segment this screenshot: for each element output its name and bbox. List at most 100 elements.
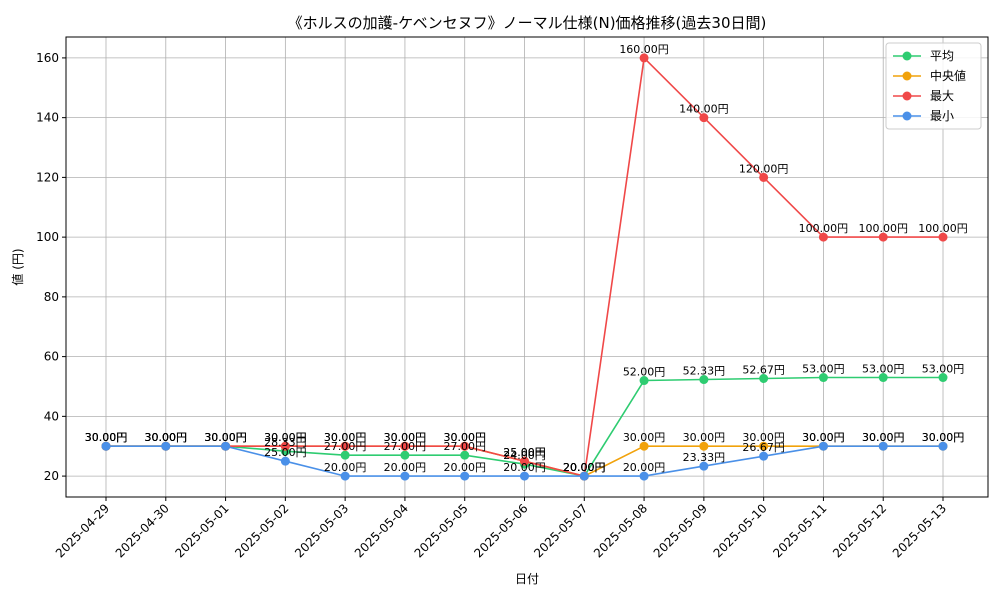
data-label: 27.00円: [443, 440, 486, 453]
x-tick-label: 2025-05-07: [531, 501, 590, 560]
data-label: 23.33円: [683, 451, 726, 464]
data-point: [400, 471, 410, 481]
data-label: 30.00円: [264, 431, 307, 444]
x-tick-label: 2025-05-08: [591, 501, 650, 560]
data-label: 30.00円: [384, 431, 427, 444]
x-axis: 2025-04-29 2025-04-30 2025-05-01 2025-05-02…: [53, 497, 949, 560]
data-point: [639, 53, 649, 63]
data-label: 30.00円: [145, 431, 188, 444]
data-label: 25.00円: [503, 446, 546, 459]
data-point: [280, 456, 290, 466]
x-tick-label: 2025-05-03: [292, 501, 351, 560]
data-label: 100.00円: [799, 222, 849, 235]
data-label: 28.33円: [264, 436, 307, 449]
y-tick-label: 60: [44, 350, 59, 364]
x-axis-label: 日付: [515, 572, 539, 586]
legend-entry: 平均: [930, 49, 954, 63]
data-label: 30.00円: [145, 431, 188, 444]
data-point: [699, 375, 709, 385]
data-point: [938, 232, 948, 242]
data-label: 20.00円: [563, 461, 606, 474]
x-tick-label: 2025-05-02: [232, 501, 291, 560]
data-label: 25.00円: [503, 446, 546, 459]
data-point: [699, 113, 709, 123]
data-point: [759, 451, 769, 461]
data-point: [818, 441, 828, 451]
x-tick-label: 2025-04-29: [53, 501, 112, 560]
data-label: 100.00円: [858, 222, 908, 235]
data-point: [280, 441, 290, 451]
data-label: 52.67円: [742, 364, 785, 377]
data-label: 140.00円: [679, 103, 729, 116]
data-label: 30.00円: [145, 431, 188, 444]
legend-marker: [902, 71, 912, 81]
data-point: [520, 471, 530, 481]
y-tick-label: 80: [44, 290, 59, 304]
data-label: 20.00円: [563, 461, 606, 474]
x-tick-label: 2025-05-06: [471, 501, 530, 560]
x-tick-label: 2025-05-04: [352, 501, 411, 560]
data-point: [221, 441, 231, 451]
chart-title: 《ホルスの加護-ケベンセヌフ》ノーマル仕様(N)価格推移(過去30日間): [288, 14, 767, 32]
legend-marker: [902, 111, 912, 121]
x-tick-label: 2025-05-05: [412, 501, 471, 560]
data-label: 30.00円: [204, 431, 247, 444]
data-label: 30.00円: [85, 431, 128, 444]
data-point: [759, 172, 769, 182]
data-point: [460, 441, 470, 451]
data-point: [878, 441, 888, 451]
data-label: 30.00円: [922, 431, 965, 444]
legend-box: [885, 42, 982, 130]
data-label: 30.00円: [742, 431, 785, 444]
data-label: 100.00円: [918, 222, 968, 235]
data-label: 30.00円: [324, 431, 367, 444]
data-label: 30.00円: [145, 431, 188, 444]
y-axis: 20 40 60 80 100 120 140 160: [36, 51, 66, 483]
y-axis-label: 値 (円): [10, 248, 25, 285]
data-label: 20.00円: [384, 461, 427, 474]
data-point: [400, 450, 410, 460]
data-point: [101, 441, 111, 451]
data-point: [699, 441, 709, 451]
data-label: 20.00円: [443, 461, 486, 474]
data-point: [759, 374, 769, 384]
data-point: [460, 471, 470, 481]
data-label: 30.00円: [802, 431, 845, 444]
x-tick-label: 2025-05-01: [172, 501, 231, 560]
data-label: 30.00円: [264, 431, 307, 444]
legend-entry: 中央値: [930, 68, 966, 83]
data-label: 160.00円: [619, 43, 669, 56]
x-tick-label: 2025-05-12: [830, 501, 889, 560]
y-tick-label: 20: [44, 469, 59, 483]
data-label: 53.00円: [862, 363, 905, 376]
data-point: [639, 441, 649, 451]
data-label: 30.00円: [204, 431, 247, 444]
data-label: 20.00円: [563, 461, 606, 474]
data-point: [938, 441, 948, 451]
data-labels: 30.00円 30.00円 30.00円 28.33円 27.00円 27.00円 27.0…: [85, 43, 968, 474]
data-label: 30.00円: [862, 431, 905, 444]
y-tick-label: 120: [36, 170, 59, 184]
data-point: [878, 373, 888, 383]
data-label: 20.00円: [324, 461, 367, 474]
grid-lines: [66, 37, 988, 497]
data-point: [878, 232, 888, 242]
data-point: [161, 441, 171, 451]
data-point: [818, 373, 828, 383]
x-tick-label: 2025-05-10: [711, 501, 770, 560]
data-label: 27.00円: [324, 440, 367, 453]
data-label: 52.00円: [623, 366, 666, 379]
y-tick-label: 160: [36, 51, 59, 65]
data-label: 26.67円: [742, 441, 785, 454]
plot-frame: [65, 36, 989, 498]
data-point: [400, 441, 410, 451]
data-label: 30.00円: [443, 431, 486, 444]
data-point: [340, 471, 350, 481]
data-label: 30.00円: [862, 431, 905, 444]
data-point: [938, 373, 948, 383]
legend-marker: [902, 51, 912, 61]
series-lines: [101, 53, 948, 481]
data-point: [639, 471, 649, 481]
data-point: [579, 471, 589, 481]
